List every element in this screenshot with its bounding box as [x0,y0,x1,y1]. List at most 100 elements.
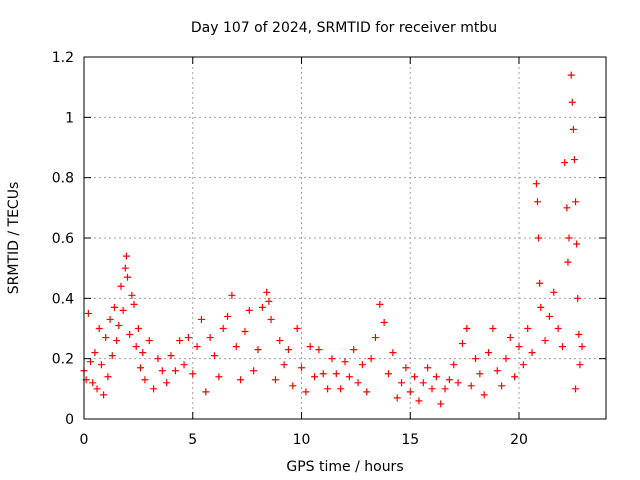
data-point [115,321,123,329]
data-point [324,385,332,393]
data-point [564,258,572,266]
data-point [171,367,179,375]
plot-border [83,56,607,420]
data-point [532,180,540,188]
data-point [572,385,580,393]
data-point [121,264,129,272]
data-point [432,373,440,381]
data-point [206,334,214,342]
data-point [450,361,458,369]
data-point [354,379,362,387]
data-point [102,334,110,342]
data-point [550,288,558,296]
data-point [463,325,471,332]
data-point [570,156,578,164]
x-tick-label: 20 [510,432,528,448]
data-point [202,388,210,396]
data-point [493,367,501,375]
data-point [380,318,388,326]
x-tick-label: 10 [293,432,311,448]
data-point [385,370,392,378]
data-point [572,198,580,206]
data-point [567,71,575,79]
data-point [293,325,301,332]
data-point [575,331,583,339]
data-point [578,343,586,351]
data-point [561,159,569,167]
data-point [137,364,145,372]
x-tick-label: 15 [401,432,419,448]
data-point [84,309,92,317]
data-point [428,385,436,393]
data-point [245,306,253,314]
data-point [498,382,506,390]
data-point [219,325,227,332]
data-point [254,346,262,354]
data-point [363,388,371,396]
x-axis-label: GPS time / hours [286,459,403,475]
data-point [197,315,205,323]
data-point [537,303,545,311]
data-point [284,346,292,354]
data-point [554,325,562,332]
data-point [480,391,488,399]
data-point [350,346,358,354]
data-point [117,282,125,290]
data-point [89,379,97,387]
data-point [106,315,114,323]
data-point [87,358,95,366]
data-point [130,300,138,308]
data-point [445,376,453,384]
data-point [358,361,366,369]
data-point [467,382,475,390]
chart-title: Day 107 of 2024, SRMTID for receiver mtb… [191,20,497,36]
data-point [502,355,510,363]
data-point [569,125,577,133]
data-point [104,373,112,381]
y-tick-label: 0 [65,412,74,428]
data-point [341,358,349,366]
data-point [280,361,288,369]
data-point [302,388,310,396]
data-point [184,334,192,342]
data-point [476,370,484,378]
data-point [345,373,353,381]
data-point [228,291,236,299]
data-point [95,325,103,332]
data-point [163,379,171,387]
data-point [559,343,566,351]
y-tick-label: 0.6 [52,231,74,247]
data-point [472,355,479,363]
data-point [389,349,397,357]
y-axis-label: SRMTID / TECUs [6,182,22,295]
data-point [119,306,127,314]
data-point [126,331,134,339]
data-point [568,98,576,106]
data-point [180,361,188,369]
data-point [315,346,323,354]
data-point [319,370,327,378]
data-point [402,364,410,372]
data-point [128,291,136,299]
data-point [122,252,130,260]
data-point [271,376,279,384]
data-point [398,379,406,387]
data-point [265,297,273,305]
x-tick-label: 5 [188,432,197,448]
y-tick-label: 0.8 [52,171,74,187]
data-point [563,204,571,212]
data-point [154,355,162,363]
data-point [419,379,427,387]
data-point [232,343,240,351]
data-point [134,325,142,332]
data-point [113,337,121,345]
data-point [528,349,536,357]
data-point [215,373,223,381]
y-tick-label: 0.4 [52,291,74,307]
data-point [411,373,419,381]
y-tick-label: 1.2 [52,50,74,66]
data-point [258,303,266,311]
data-point [574,294,582,302]
data-point [241,328,249,336]
